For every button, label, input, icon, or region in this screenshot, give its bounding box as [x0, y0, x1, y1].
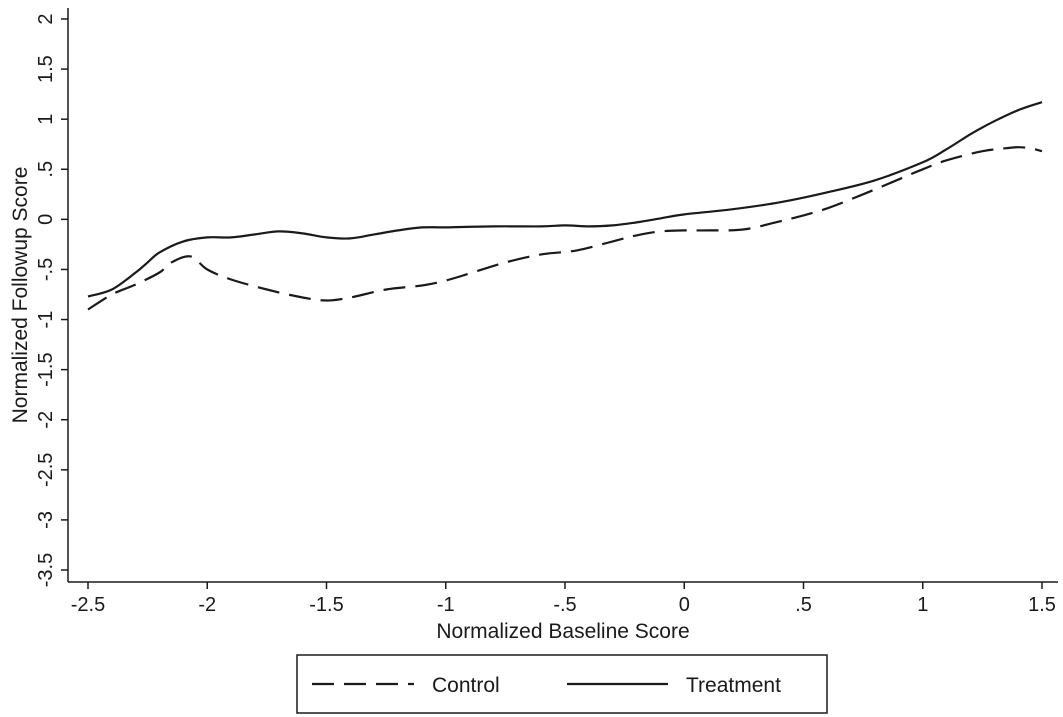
y-axis-label: Normalized Followup Score: [9, 167, 32, 424]
y-tick-label: 0: [35, 214, 57, 225]
x-tick-label: 0: [679, 594, 690, 616]
x-axis-label: Normalized Baseline Score: [436, 620, 689, 643]
x-tick-label: -.5: [553, 594, 576, 616]
x-tick-label: -1: [437, 594, 455, 616]
x-tick-label: -2: [198, 594, 216, 616]
legend: Control Treatment: [296, 654, 828, 714]
series-line-control: [87, 146, 1043, 311]
series-lines: [87, 101, 1043, 311]
x-tick-label: .5: [795, 594, 812, 616]
legend-label-treatment: Treatment: [686, 674, 781, 697]
y-tick-label: -3: [35, 511, 57, 529]
x-tick-label: 1: [917, 594, 928, 616]
x-tick-label: -2.5: [71, 594, 105, 616]
y-tick-label: 1.5: [35, 55, 57, 83]
legend-label-control: Control: [432, 674, 500, 697]
x-tick-label: 1.5: [1028, 594, 1056, 616]
x-tick-label: -1.5: [309, 594, 343, 616]
y-tick-label: -3.5: [35, 553, 57, 587]
y-tick-label: -1: [35, 311, 57, 329]
axes: -2.5 -2 -1.5 -1 -.5 0.5 1 1.5-3.5-3-2.5-2-1.5-1…: [35, 8, 1058, 616]
y-tick-label: 1: [35, 114, 57, 125]
y-tick-label: -.5: [35, 258, 57, 281]
y-tick-label: -1.5: [35, 352, 57, 386]
y-tick-label: 2: [35, 13, 57, 24]
y-tick-label: -2: [35, 411, 57, 429]
series-line-treatment: [87, 101, 1043, 298]
y-tick-label: .5: [35, 161, 57, 178]
y-tick-label: -2.5: [35, 453, 57, 487]
